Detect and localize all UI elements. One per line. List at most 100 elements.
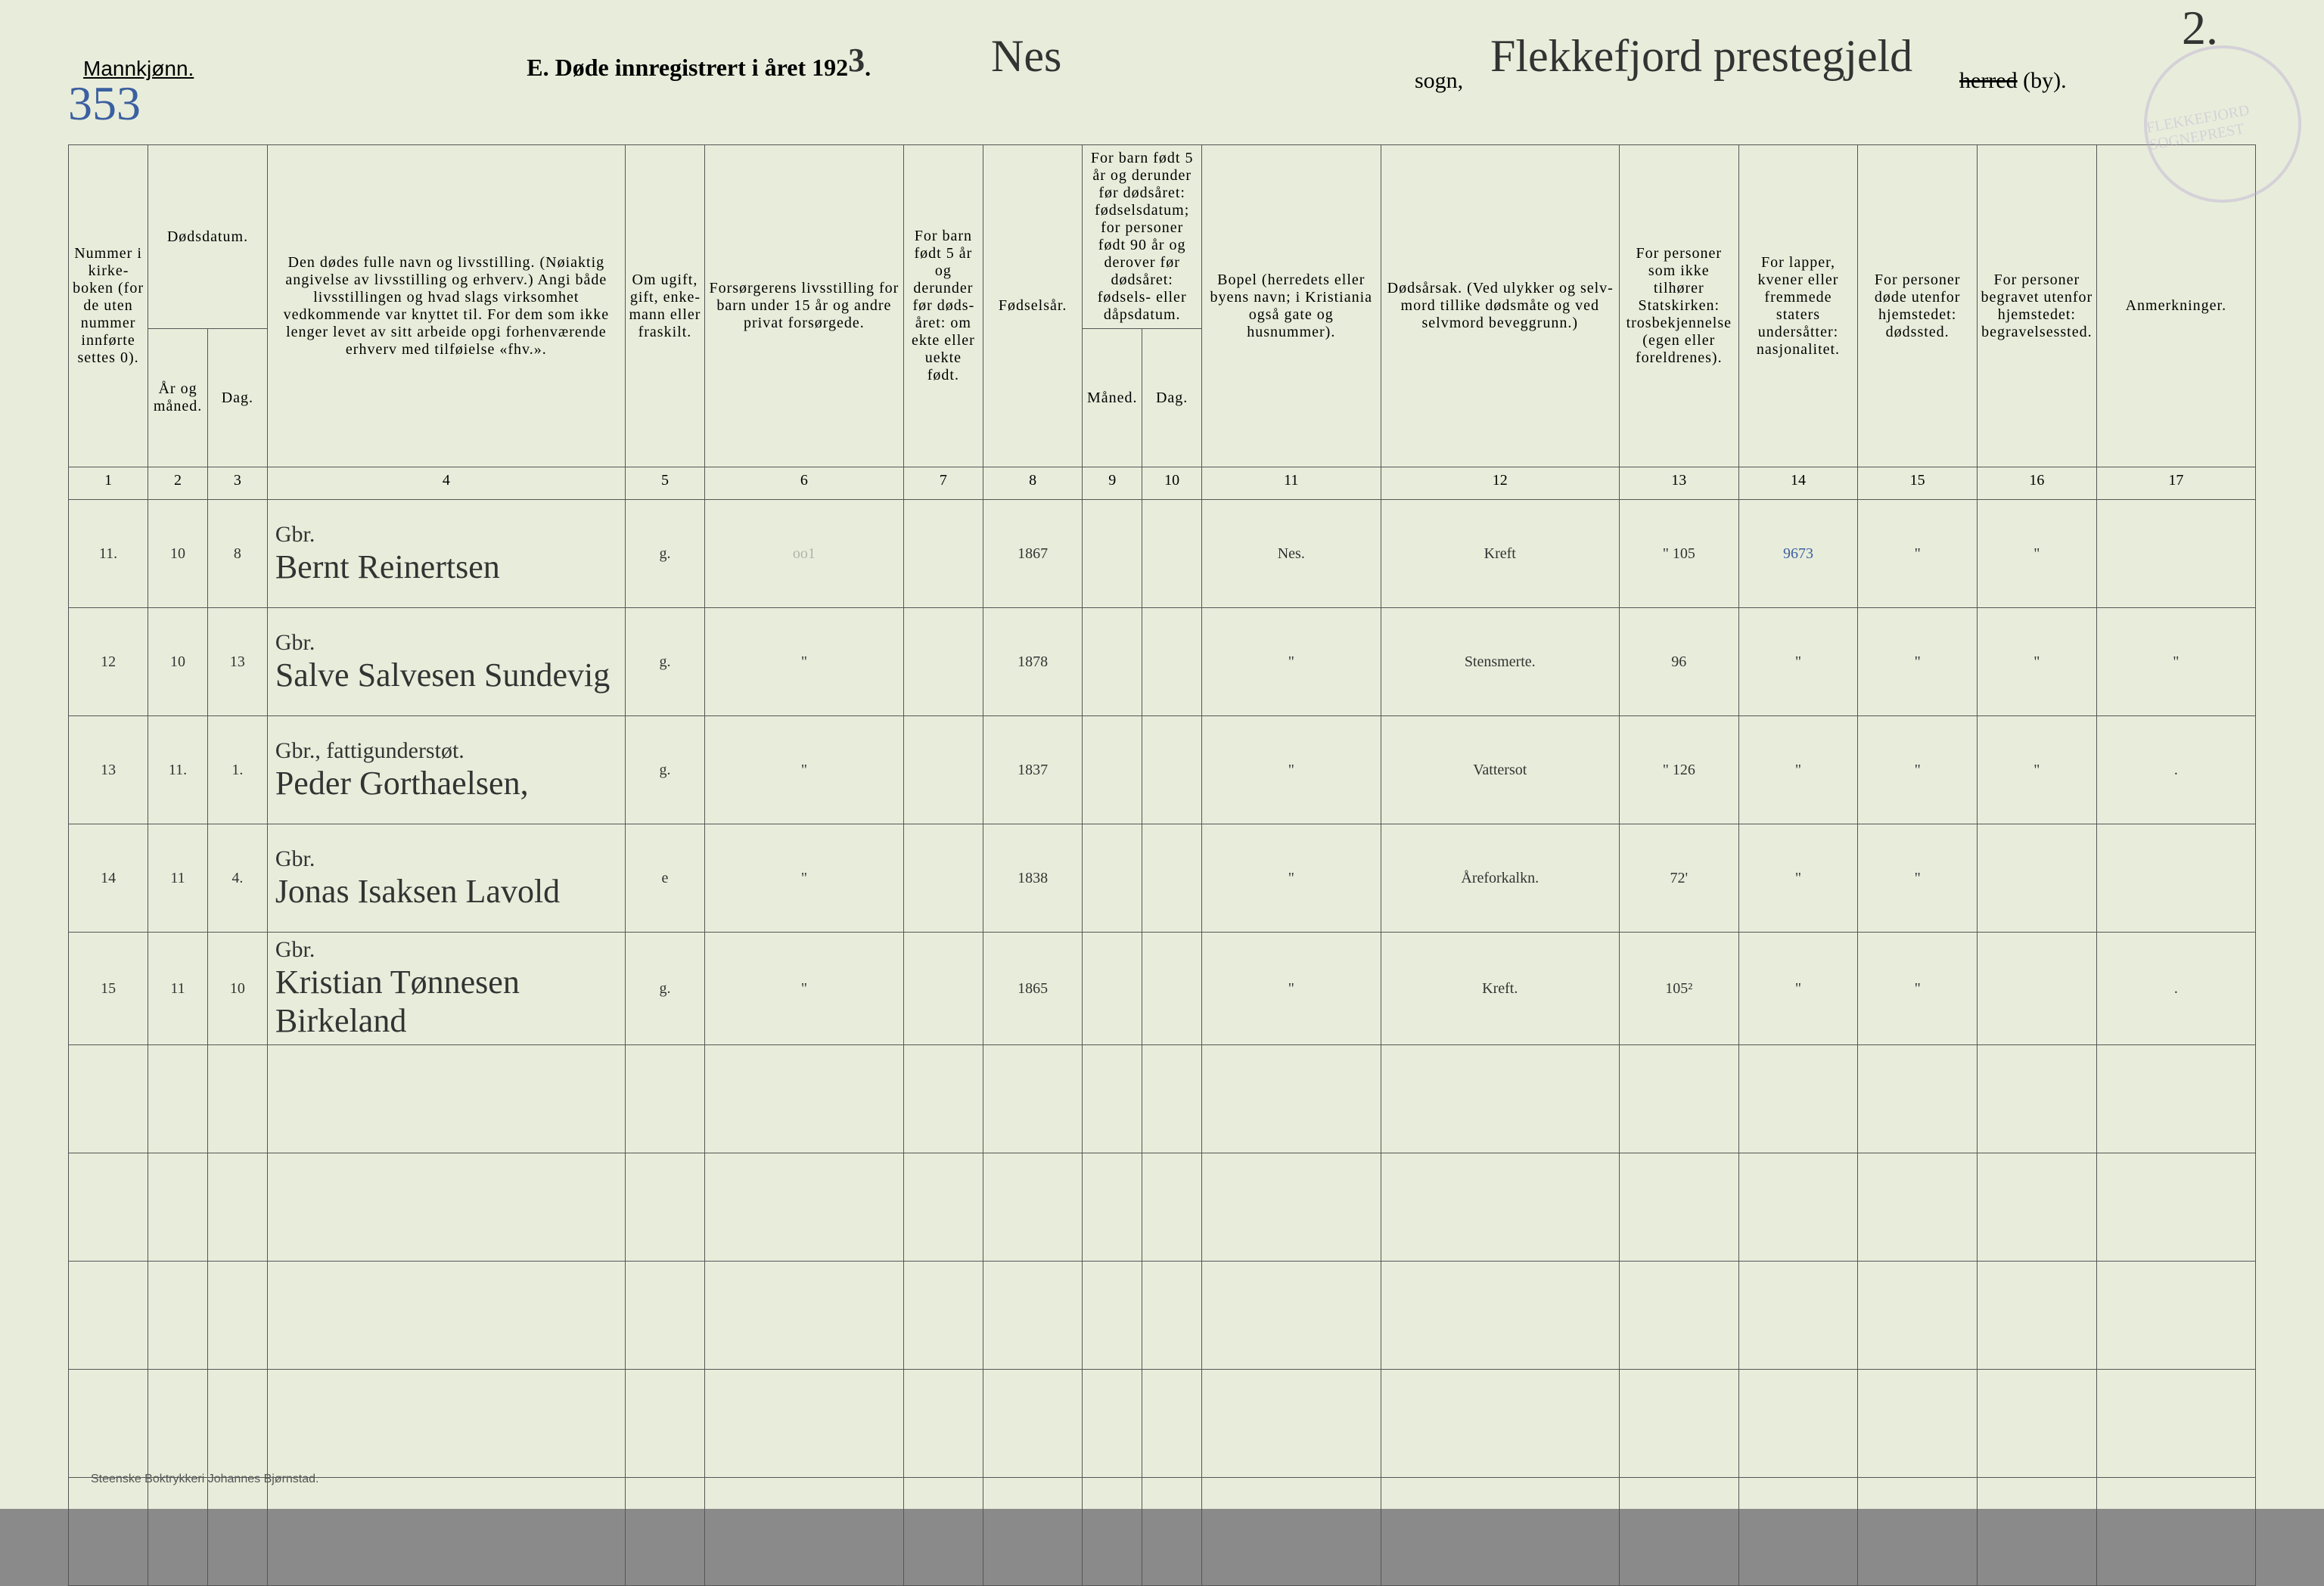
table-row: 13 11. 1. Gbr., fattigunderstøt. Peder G… [69,716,2256,824]
cell-bopel: " [1202,608,1381,716]
colnum: 4 [267,467,625,500]
cell-c13: " [1858,608,1978,716]
col-header-8: For barn født 5 år og der­under før døds… [1083,145,1202,329]
stamp-text: FLEKKEFJORD SOGNEPREST [2145,94,2301,154]
cell-provider: " [705,933,904,1045]
cell-fd [1142,716,1202,824]
cell-day: 13 [207,608,267,716]
cell-c11: 96 [1619,608,1738,716]
cell-c13: " [1858,716,1978,824]
name-prefix: Gbr. [275,846,622,872]
sogn-handwritten: Nes [991,30,1061,82]
herred-handwritten: Flekkefjord prestegjeld [1490,30,1912,82]
col-header-2b: Dag. [207,329,267,467]
colnum: 1 [69,467,148,500]
colnum: 3 [207,467,267,500]
cell-ekte [903,716,983,824]
title-suffix: . [865,54,871,81]
printer-footer: Steenske Boktrykkeri Johannes Bjørnstad. [91,1473,318,1486]
cell-name: Gbr. Salve Salvesen Sundevig [267,608,625,716]
cell-provider: " [705,608,904,716]
cell-name: Gbr. Bernt Reinertsen [267,500,625,608]
table-row-empty [69,1370,2256,1478]
cell-birth: 1867 [983,500,1082,608]
cell-day: 8 [207,500,267,608]
cell-ekte [903,824,983,933]
cell-month: 10 [148,608,208,716]
cell-fd [1142,824,1202,933]
cell-cause: Vattersot [1381,716,1619,824]
col-header-10: Dødsårsak. (Ved ulykker og selv­mord til… [1381,145,1619,467]
cell-c14 [1978,933,2097,1045]
col-header-1: Nummer i kirke­boken (for de uten nummer… [69,145,148,467]
colnum: 10 [1142,467,1202,500]
colnum: 13 [1619,467,1738,500]
cell-civil: g. [625,500,704,608]
cell-fd [1142,933,1202,1045]
colnum: 7 [903,467,983,500]
cell-c15: . [2096,716,2255,824]
cell-c13: " [1858,824,1978,933]
cell-c14 [1978,824,2097,933]
col-header-7: Fødsels­år. [983,145,1082,467]
cell-num: 12 [69,608,148,716]
cell-day: 10 [207,933,267,1045]
cell-fm [1083,608,1142,716]
cell-num: 14 [69,824,148,933]
colnum: 8 [983,467,1082,500]
name-main: Bernt Reinertsen [275,548,622,586]
colnum: 12 [1381,467,1619,500]
cell-c12: 9673 [1738,500,1858,608]
col-header-9: Bopel (herredets eller byens navn; i Kri… [1202,145,1381,467]
cell-c11: " 126 [1619,716,1738,824]
col-header-4: Om ugift, gift, enke­mann eller fraskilt… [625,145,704,467]
colnum: 9 [1083,467,1142,500]
cell-c15: . [2096,933,2255,1045]
name-prefix: Gbr., fattigunderstøt. [275,738,622,764]
table-body: 11. 10 8 Gbr. Bernt Reinertsen g. oo1 18… [69,500,2256,1586]
ledger-table: Nummer i kirke­boken (for de uten nummer… [68,144,2256,1586]
form-title: E. Døde innregistrert i året 1923. [527,45,871,84]
cell-civil: g. [625,608,704,716]
cell-provider: " [705,824,904,933]
colnum: 16 [1978,467,2097,500]
col-header-2: Dødsdatum. [148,145,268,329]
col-header-6: For barn født 5 år og derunder før døds­… [903,145,983,467]
cell-bopel: " [1202,824,1381,933]
cell-c13: " [1858,933,1978,1045]
cell-cause: Stensmerte. [1381,608,1619,716]
ledger-page: 2. FLEKKEFJORD SOGNEPREST Mannkjønn. E. … [0,0,2324,1509]
name-prefix: Gbr. [275,630,622,656]
cell-month: 11. [148,716,208,824]
cell-num: 13 [69,716,148,824]
col-header-13: For personer døde utenfor hjemstedet: dø… [1858,145,1978,467]
cell-c12: " [1738,824,1858,933]
cell-c14: " [1978,500,2097,608]
table-row-empty [69,1262,2256,1370]
cell-num: 11. [69,500,148,608]
col-header-2a: År og måned. [148,329,208,467]
name-main: Peder Gorthaelsen, [275,764,622,802]
year-handwritten: 3 [848,42,865,79]
colnum: 14 [1738,467,1858,500]
colnum: 15 [1858,467,1978,500]
cell-c11: 72' [1619,824,1738,933]
herred-label: herred (by). [1959,68,2067,94]
colnum: 2 [148,467,208,500]
colnum: 11 [1202,467,1381,500]
cell-cause: Kreft [1381,500,1619,608]
colnum: 6 [705,467,904,500]
name-prefix: Gbr. [275,937,622,963]
cell-c15 [2096,824,2255,933]
cell-c14: " [1978,716,2097,824]
table-row-empty [69,1153,2256,1262]
cell-day: 1. [207,716,267,824]
cell-bopel: " [1202,933,1381,1045]
cell-birth: 1837 [983,716,1082,824]
cell-birth: 1865 [983,933,1082,1045]
cell-c11: " 105 [1619,500,1738,608]
col-header-11: For personer som ikke tilhører Statskirk… [1619,145,1738,467]
cell-fm [1083,500,1142,608]
cell-month: 10 [148,500,208,608]
cell-civil: e [625,824,704,933]
